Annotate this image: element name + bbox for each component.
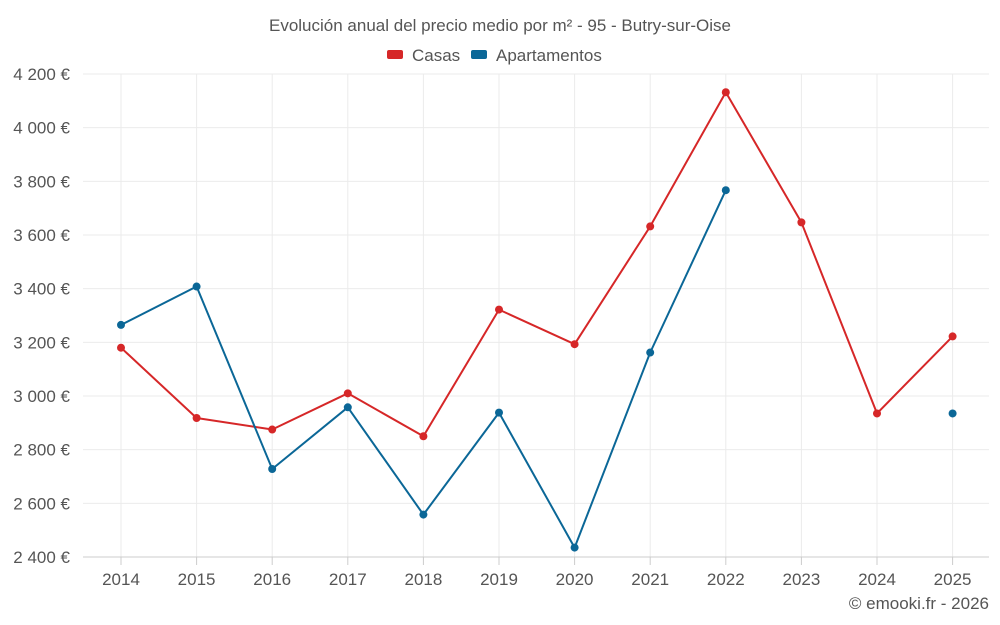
x-axis: 2014 2015 2016 2017 2018 2019 2020 2021 2022 2023… bbox=[83, 556, 989, 589]
data-point-apartamentos bbox=[268, 464, 277, 473]
y-axis: 2 400 € 2 600 € 2 800 € 3 000 € 3 200 € 3 400… bbox=[13, 65, 70, 567]
y-tick-label: 3 000 € bbox=[13, 387, 70, 406]
y-tick-label: 3 200 € bbox=[13, 333, 70, 352]
data-point-casas bbox=[948, 332, 957, 341]
gridlines bbox=[83, 73, 989, 557]
y-tick-label: 4 200 € bbox=[13, 65, 70, 84]
series-layer bbox=[117, 88, 957, 552]
data-point-apartamentos bbox=[948, 409, 957, 418]
data-point-casas bbox=[419, 432, 428, 441]
x-tick-label: 2022 bbox=[707, 570, 745, 589]
y-tick-label: 2 800 € bbox=[13, 441, 70, 460]
data-point-casas bbox=[495, 305, 503, 314]
data-point-casas bbox=[646, 222, 655, 231]
data-point-apartamentos bbox=[646, 348, 655, 357]
legend-label-apartamentos[interactable]: Apartamentos bbox=[496, 46, 602, 65]
data-point-casas bbox=[192, 414, 201, 423]
data-point-casas bbox=[721, 88, 730, 97]
x-tick-label: 2015 bbox=[178, 570, 216, 589]
y-tick-label: 4 000 € bbox=[13, 119, 70, 138]
legend-swatch-casas bbox=[387, 50, 403, 59]
data-point-apartamentos bbox=[343, 403, 352, 412]
y-tick-label: 3 800 € bbox=[13, 172, 70, 191]
x-tick-label: 2014 bbox=[102, 570, 140, 589]
data-point-casas bbox=[873, 409, 881, 418]
data-point-apartamentos bbox=[570, 543, 579, 552]
series-casas bbox=[117, 88, 957, 441]
credit-text: © emooki.fr - 2026 bbox=[849, 594, 989, 613]
x-tick-label: 2019 bbox=[480, 570, 518, 589]
data-point-apartamentos bbox=[495, 408, 503, 417]
data-point-casas bbox=[268, 425, 277, 434]
chart-title: Evolución anual del precio medio por m² … bbox=[269, 16, 731, 35]
series-apartamentos bbox=[117, 186, 957, 552]
data-point-apartamentos bbox=[419, 510, 428, 519]
x-tick-label: 2021 bbox=[631, 570, 669, 589]
x-tick-label: 2018 bbox=[404, 570, 442, 589]
data-point-apartamentos bbox=[117, 320, 125, 329]
series-line-casas bbox=[120, 91, 954, 438]
x-tick-label: 2025 bbox=[934, 570, 972, 589]
legend-label-casas[interactable]: Casas bbox=[412, 46, 460, 65]
x-tick-label: 2024 bbox=[858, 570, 896, 589]
x-tick-label: 2023 bbox=[782, 570, 820, 589]
x-tick-label: 2017 bbox=[329, 570, 367, 589]
legend: Casas Apartamentos bbox=[387, 46, 602, 65]
data-point-casas bbox=[570, 340, 579, 349]
legend-swatch-apartamentos bbox=[471, 50, 487, 59]
x-tick-label: 2016 bbox=[253, 570, 291, 589]
y-tick-label: 3 600 € bbox=[13, 226, 70, 245]
data-point-casas bbox=[117, 343, 125, 352]
data-point-casas bbox=[797, 218, 806, 227]
y-tick-label: 2 600 € bbox=[13, 494, 70, 513]
y-tick-label: 3 400 € bbox=[13, 280, 70, 299]
data-point-casas bbox=[343, 389, 352, 398]
data-point-apartamentos bbox=[192, 282, 201, 291]
x-tick-label: 2020 bbox=[556, 570, 594, 589]
data-point-apartamentos bbox=[721, 186, 730, 195]
y-tick-label: 2 400 € bbox=[13, 548, 70, 567]
